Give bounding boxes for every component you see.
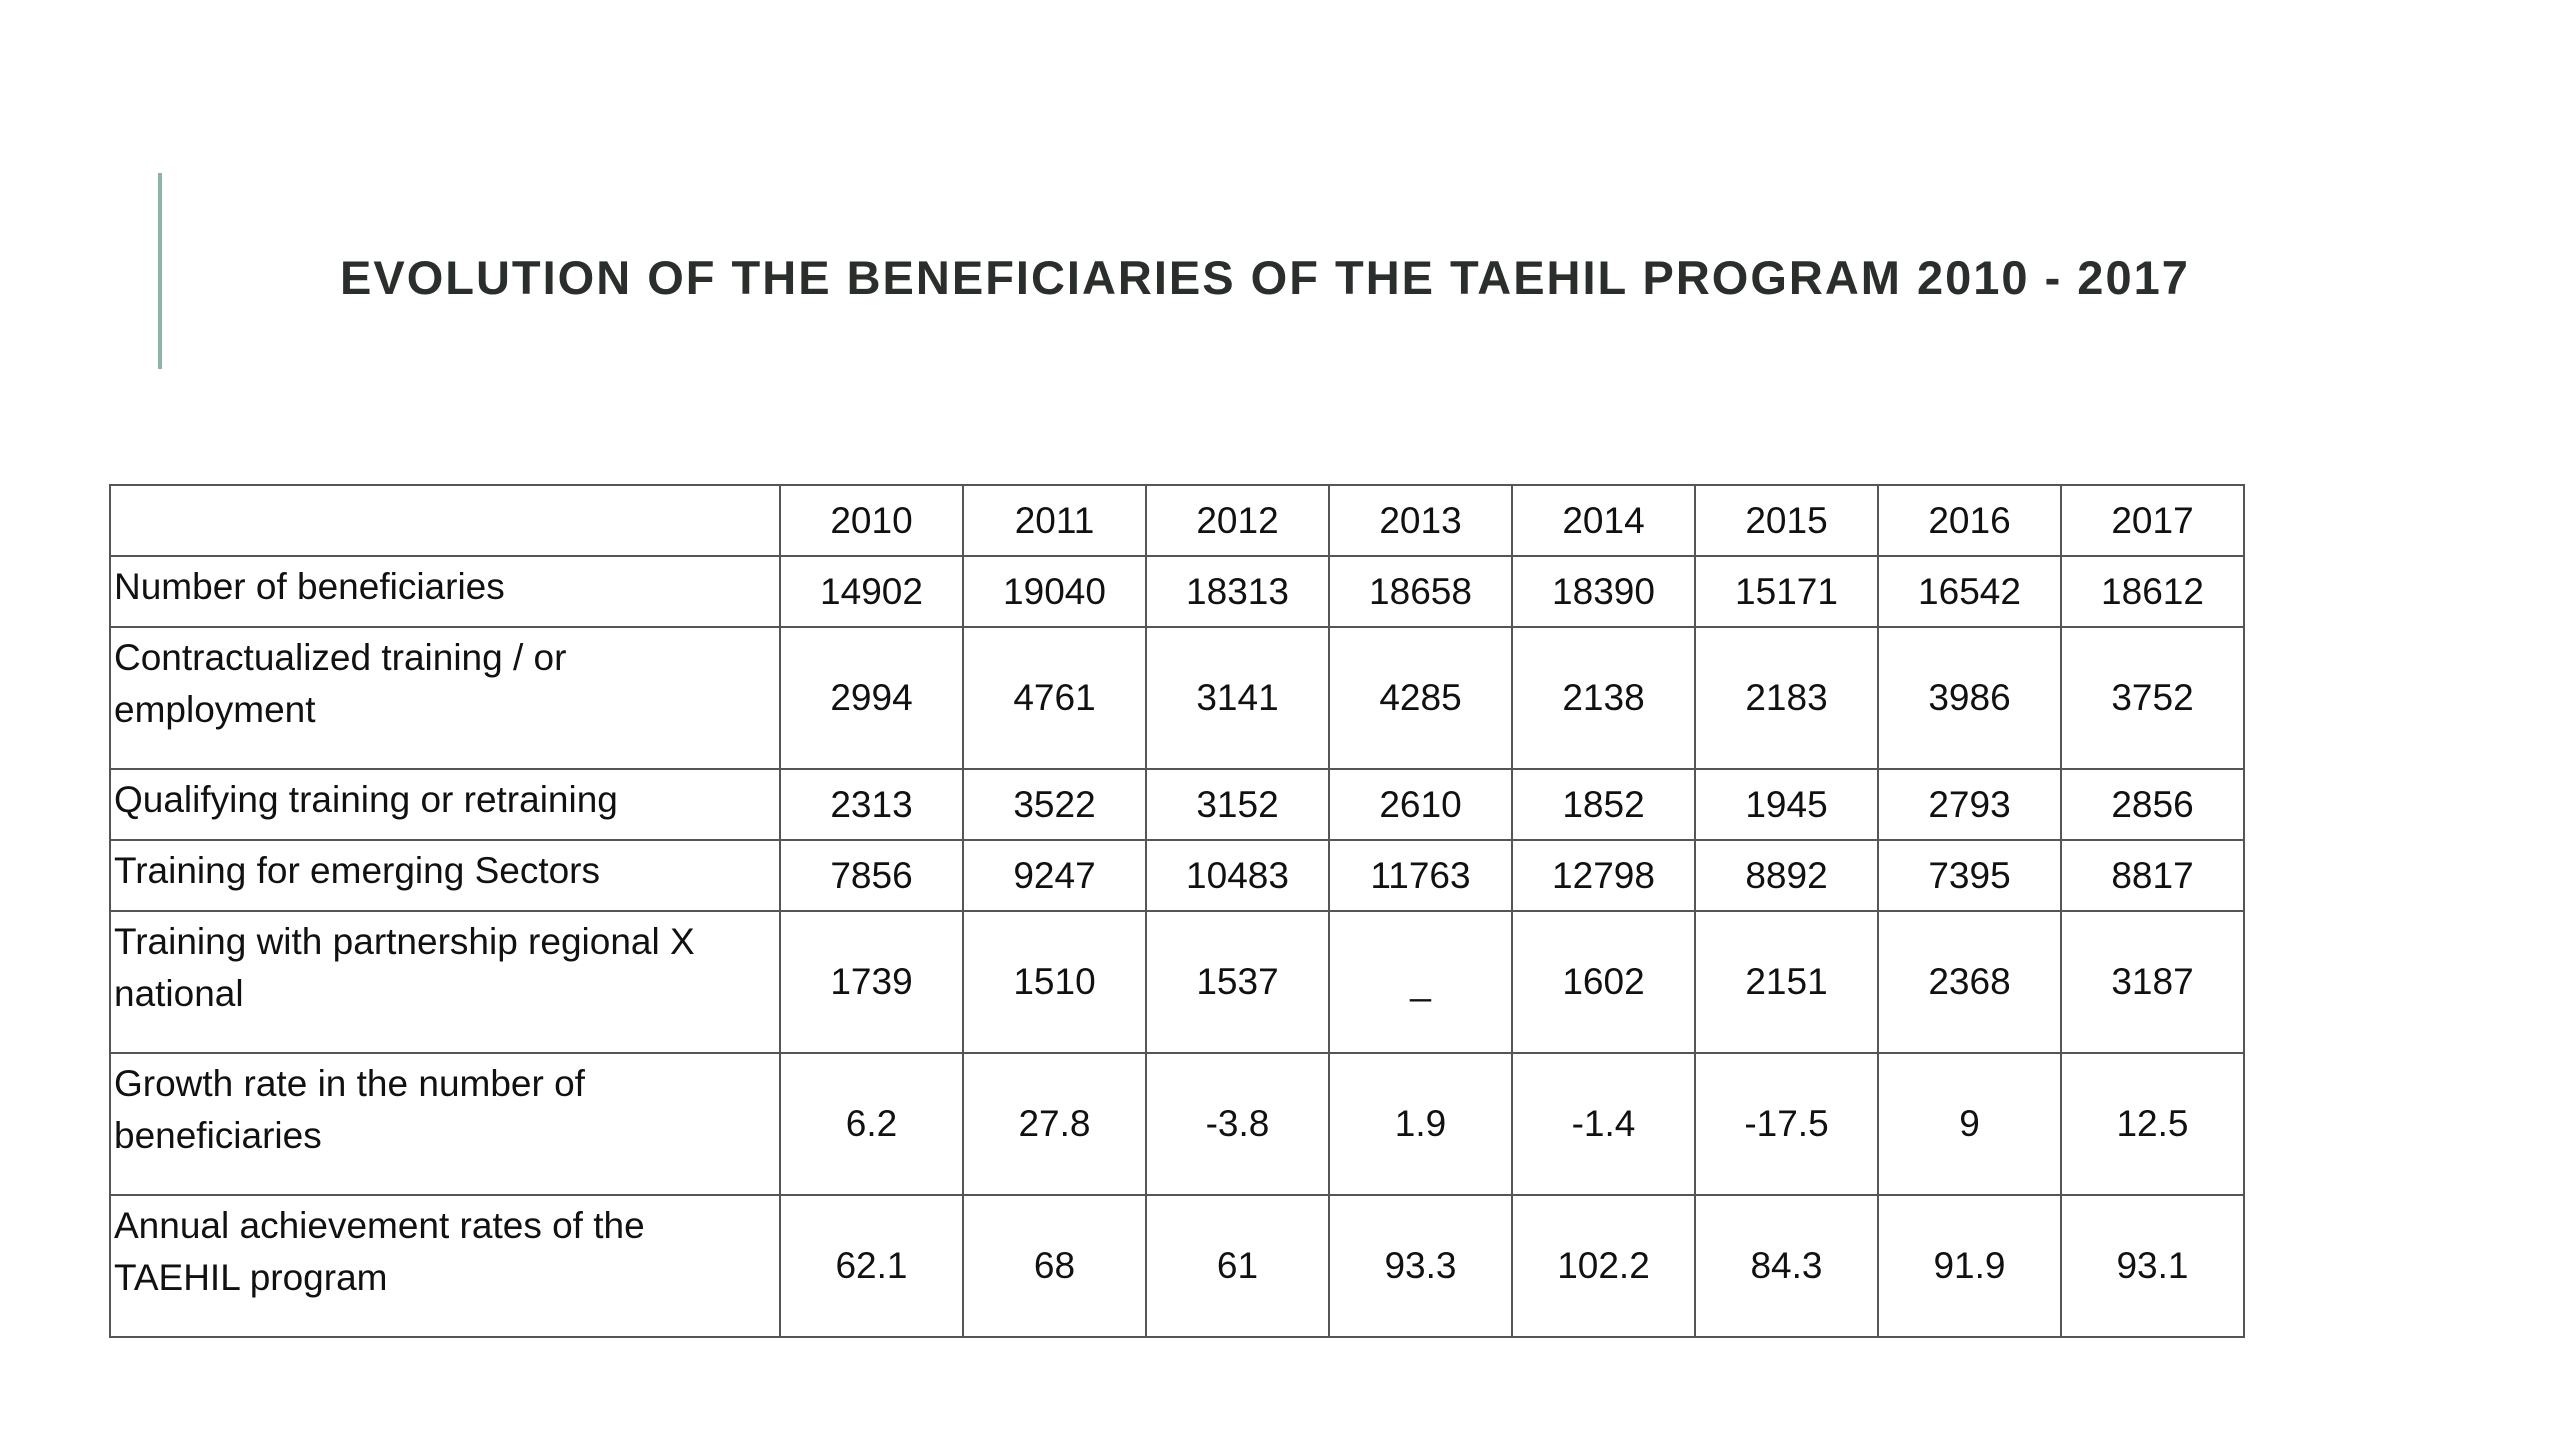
row-label: Growth rate in the number of beneficiari… — [109, 1052, 781, 1196]
table-row: Training with partnership regional X nat… — [109, 910, 2245, 1054]
table-cell: -3.8 — [1145, 1052, 1330, 1196]
table-cell: 8892 — [1694, 839, 1879, 912]
table-cell: 1852 — [1511, 768, 1696, 841]
table-cell: 11763 — [1328, 839, 1513, 912]
table-cell: 2793 — [1877, 768, 2062, 841]
table-cell: 1510 — [962, 910, 1147, 1054]
table-row: Qualifying training or retraining 2313 3… — [109, 768, 2245, 841]
page-title: EVOLUTION OF THE BENEFICIARIES OF THE TA… — [340, 251, 2190, 304]
table-cell: 1537 — [1145, 910, 1330, 1054]
row-label: Qualifying training or retraining — [109, 768, 781, 841]
year-header: 2016 — [1877, 484, 2062, 557]
table-cell: 18658 — [1328, 555, 1513, 628]
table-cell: 19040 — [962, 555, 1147, 628]
row-label: Number of beneficiaries — [109, 555, 781, 628]
table-cell: 1739 — [779, 910, 964, 1054]
table-corner-cell — [109, 484, 781, 557]
table-row: Number of beneficiaries 14902 19040 1831… — [109, 555, 2245, 628]
year-header: 2012 — [1145, 484, 1330, 557]
table-row: Growth rate in the number of beneficiari… — [109, 1052, 2245, 1196]
table-cell: _ — [1328, 910, 1513, 1054]
table-cell: 1945 — [1694, 768, 1879, 841]
year-header: 2015 — [1694, 484, 1879, 557]
table-cell: 2368 — [1877, 910, 2062, 1054]
table-cell: 93.3 — [1328, 1194, 1513, 1338]
table-cell: 3752 — [2060, 626, 2245, 770]
table-cell: 9247 — [962, 839, 1147, 912]
table-cell: 2994 — [779, 626, 964, 770]
table-cell: 1602 — [1511, 910, 1696, 1054]
table-cell: 62.1 — [779, 1194, 964, 1338]
table-cell: 8817 — [2060, 839, 2245, 912]
table-row: Training for emerging Sectors 7856 9247 … — [109, 839, 2245, 912]
table-cell: -1.4 — [1511, 1052, 1696, 1196]
title-accent-bar — [158, 173, 162, 369]
table-cell: 4761 — [962, 626, 1147, 770]
table-row: Annual achievement rates of the TAEHIL p… — [109, 1194, 2245, 1338]
table-cell: 102.2 — [1511, 1194, 1696, 1338]
table-cell: 9 — [1877, 1052, 2062, 1196]
table-cell: 4285 — [1328, 626, 1513, 770]
year-header: 2017 — [2060, 484, 2245, 557]
table-cell: 93.1 — [2060, 1194, 2245, 1338]
table-cell: 16542 — [1877, 555, 2062, 628]
table-cell: 2151 — [1694, 910, 1879, 1054]
table-cell: 91.9 — [1877, 1194, 2062, 1338]
table-cell: 2610 — [1328, 768, 1513, 841]
table-cell: 12798 — [1511, 839, 1696, 912]
table-cell: 84.3 — [1694, 1194, 1879, 1338]
table-cell: 2856 — [2060, 768, 2245, 841]
year-header: 2011 — [962, 484, 1147, 557]
table-cell: 2183 — [1694, 626, 1879, 770]
table-cell: 14902 — [779, 555, 964, 628]
table-cell: 68 — [962, 1194, 1147, 1338]
year-header: 2010 — [779, 484, 964, 557]
year-header: 2014 — [1511, 484, 1696, 557]
row-label: Training for emerging Sectors — [109, 839, 781, 912]
table-cell: 7856 — [779, 839, 964, 912]
table-cell: 7395 — [1877, 839, 2062, 912]
table-cell: 3187 — [2060, 910, 2245, 1054]
table-cell: 2313 — [779, 768, 964, 841]
row-label: Annual achievement rates of the TAEHIL p… — [109, 1194, 781, 1338]
row-label: Contractualized training / or employment — [109, 626, 781, 770]
table-cell: 3522 — [962, 768, 1147, 841]
table-cell: 15171 — [1694, 555, 1879, 628]
table-row: Contractualized training / or employment… — [109, 626, 2245, 770]
table-cell: 18313 — [1145, 555, 1330, 628]
table-cell: 12.5 — [2060, 1052, 2245, 1196]
table-cell: 3152 — [1145, 768, 1330, 841]
row-label: Training with partnership regional X nat… — [109, 910, 781, 1054]
table-cell: -17.5 — [1694, 1052, 1879, 1196]
table-cell: 2138 — [1511, 626, 1696, 770]
table-cell: 18612 — [2060, 555, 2245, 628]
table-cell: 1.9 — [1328, 1052, 1513, 1196]
table-cell: 3986 — [1877, 626, 2062, 770]
table-cell: 6.2 — [779, 1052, 964, 1196]
table-cell: 61 — [1145, 1194, 1330, 1338]
table-header-row: 2010 2011 2012 2013 2014 2015 2016 2017 — [109, 484, 2245, 557]
year-header: 2013 — [1328, 484, 1513, 557]
table-cell: 10483 — [1145, 839, 1330, 912]
table-cell: 18390 — [1511, 555, 1696, 628]
beneficiaries-table: 2010 2011 2012 2013 2014 2015 2016 2017 … — [109, 484, 2245, 1338]
table-cell: 27.8 — [962, 1052, 1147, 1196]
table-cell: 3141 — [1145, 626, 1330, 770]
